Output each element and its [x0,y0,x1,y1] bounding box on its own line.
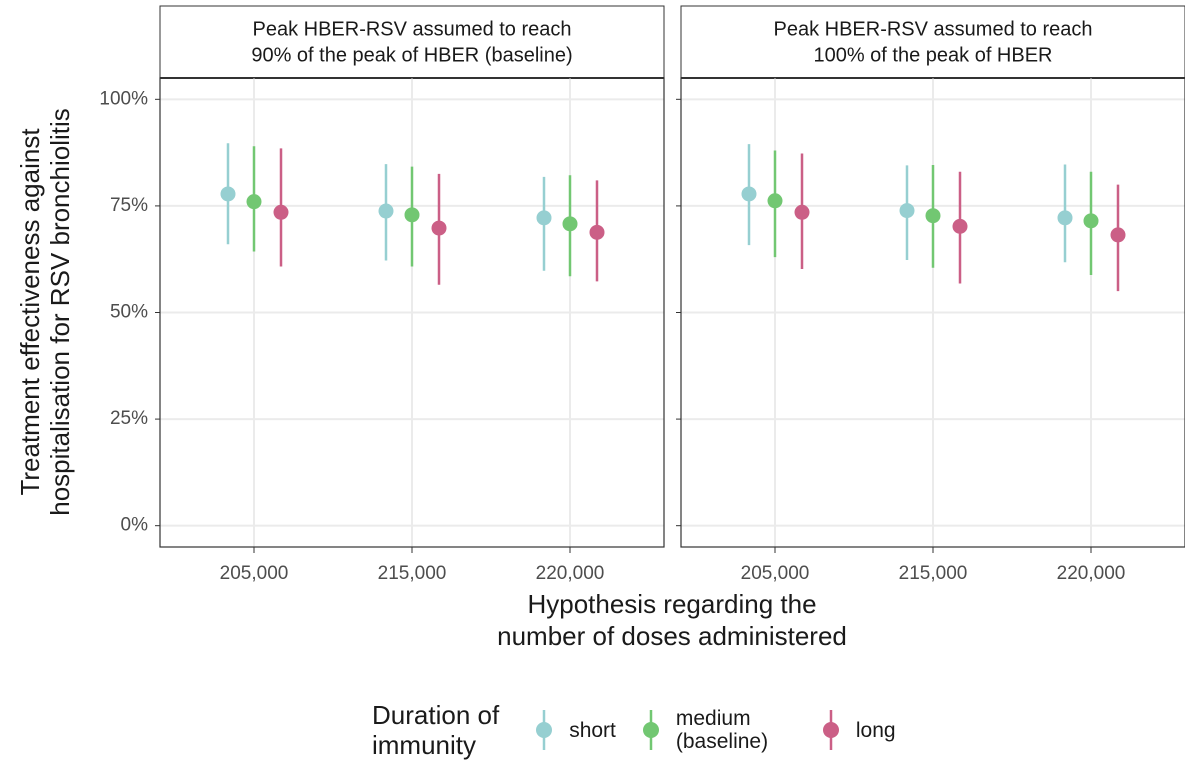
x-axis-label: Hypothesis regarding the [527,589,816,619]
point [562,216,578,232]
point [899,203,915,219]
point [378,203,394,219]
legend-label: long [855,718,896,742]
legend-label: short [569,718,616,742]
point [273,204,289,220]
y-tick-label: 25% [110,408,148,429]
point [246,194,262,210]
legend-key [536,710,553,750]
strip [159,5,665,79]
y-axis-label: Treatment effectiveness against [15,128,45,496]
point [952,218,968,234]
x-tick-label: 215,000 [899,563,968,584]
point [1057,210,1073,226]
point [925,208,941,224]
legend-entry: medium (baseline) [636,707,796,753]
x-tick-label: 220,000 [1057,563,1126,584]
y-tick-label: 100% [99,88,148,109]
point [1083,213,1099,229]
panel-border [159,77,665,548]
legend-title: Duration of immunity [372,700,499,760]
strip-title: Peak HBER-RSV assumed to reach [773,18,1092,40]
panel-border [680,77,1185,548]
legend-key [822,710,839,750]
point [741,186,757,202]
strip-title: 90% of the peak of HBER (baseline) [251,44,572,66]
x-tick-label: 215,000 [378,563,447,584]
point [589,224,605,240]
x-tick-label: 220,000 [536,563,605,584]
legend-title-line: immunity [372,730,477,760]
legend: Duration of immunity short medium (baselin… [372,700,916,760]
strip-title: 100% of the peak of HBER [813,44,1052,66]
y-tick-label: 50% [110,302,148,323]
legend-label: medium (baseline) [675,707,769,753]
x-tick-label: 205,000 [741,563,810,584]
strip [680,5,1185,79]
y-axis-label: hospitalisation for RSV bronchiolitis [45,108,75,516]
legend-key-dot [536,722,553,738]
point [431,220,447,236]
legend-entry: short [529,708,616,752]
point [767,193,783,209]
x-axis-label: number of doses administered [497,621,847,651]
legend-key-dot [642,722,659,738]
legend-title-line: Duration of [372,700,500,730]
legend-key [642,710,659,750]
point [536,210,552,226]
legend-key-dot [822,722,839,738]
legend-entry: long [816,708,896,752]
y-tick-label: 0% [121,515,149,536]
point [404,207,420,223]
x-tick-label: 205,000 [220,563,289,584]
point [1110,227,1126,243]
strip-title: Peak HBER-RSV assumed to reach [252,18,571,40]
point [220,186,236,202]
y-tick-label: 75% [110,195,148,216]
point [794,204,810,220]
